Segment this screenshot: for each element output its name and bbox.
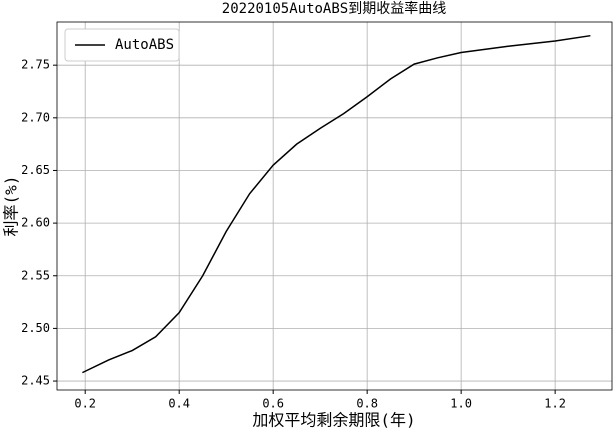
chart-title: 20220105AutoABS到期收益率曲线 [222, 0, 446, 17]
x-axis-label: 加权平均剩余期限(年) [252, 411, 415, 430]
y-tick-label: 2.75 [21, 58, 50, 72]
y-tick-label: 2.55 [21, 268, 50, 282]
x-tick-label: 0.2 [74, 397, 96, 411]
x-tick-label: 1.0 [450, 397, 472, 411]
data-line [82, 34, 591, 374]
y-tick-label: 2.70 [21, 110, 50, 124]
legend-box [64, 28, 180, 62]
y-tick-label: 2.65 [21, 163, 50, 177]
x-tick-label: 0.8 [356, 397, 378, 411]
y-tick-label: 2.45 [21, 374, 50, 388]
x-tick-label: 1.2 [544, 397, 566, 411]
y-tick-label: 2.50 [21, 321, 50, 335]
plot-frame [56, 21, 613, 391]
y-tick-label: 2.60 [21, 216, 50, 230]
x-tick-label: 0.6 [262, 397, 284, 411]
legend-label: AutoABS [115, 37, 174, 53]
x-tick-label: 0.4 [168, 397, 190, 411]
y-axis-label: 利率(%) [2, 176, 21, 237]
